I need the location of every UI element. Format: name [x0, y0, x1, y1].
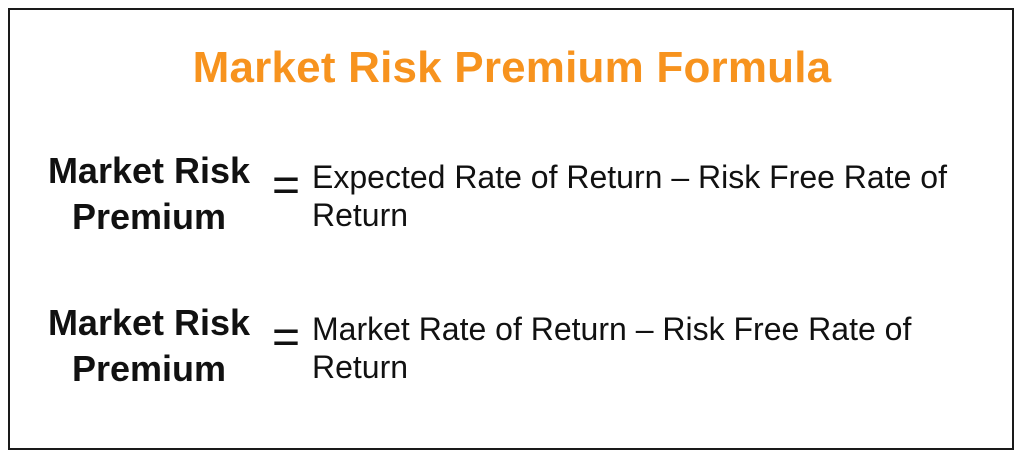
formula-lhs: Market Risk Premium — [24, 148, 274, 240]
formula-rhs: Expected Rate of Return – Risk Free Rate… — [312, 158, 1010, 234]
equals-sign: = — [271, 311, 301, 364]
formula-row-expected: Market Risk Premium = Expected Rate of R… — [0, 148, 1024, 238]
formula-row-market: Market Risk Premium = Market Rate of Ret… — [0, 300, 1024, 390]
equals-sign: = — [271, 159, 301, 212]
page-title: Market Risk Premium Formula — [192, 43, 832, 92]
formula-rhs-line1: Market Rate of Return – Risk Free Rate o… — [312, 311, 912, 347]
formula-lhs-line1: Market Risk — [47, 150, 251, 191]
formula-lhs-line1: Market Risk — [47, 302, 251, 343]
formula-lhs-line2: Premium — [71, 196, 227, 237]
formula-rhs-line1: Expected Rate of Return – Risk Free Rate… — [312, 159, 947, 195]
formula-lhs: Market Risk Premium — [24, 300, 274, 392]
formula-card-border — [8, 8, 1014, 450]
formula-rhs-line2: Return — [312, 349, 409, 385]
formula-rhs-line2: Return — [312, 197, 409, 233]
formula-rhs: Market Rate of Return – Risk Free Rate o… — [312, 310, 1010, 386]
formula-lhs-line2: Premium — [71, 348, 227, 389]
